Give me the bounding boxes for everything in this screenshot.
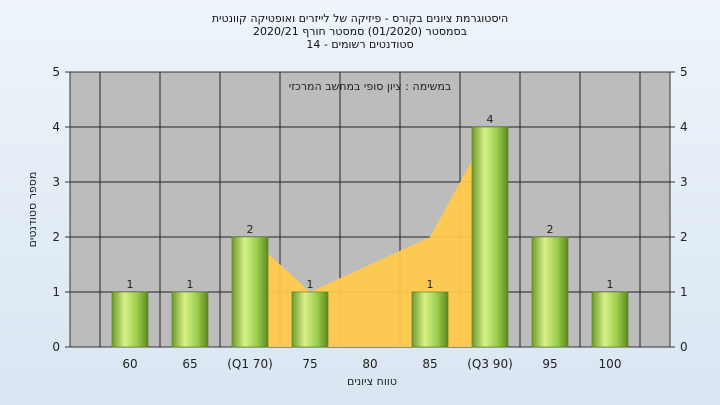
y-tick-label-right: 3 xyxy=(680,175,688,189)
x-tick-label: 85 xyxy=(422,357,437,371)
x-tick-label: 80 xyxy=(362,357,377,371)
y-tick-label-left: 5 xyxy=(52,65,60,79)
bar xyxy=(291,291,329,348)
data-label: 1 xyxy=(607,278,614,291)
bar xyxy=(231,236,269,348)
y-tick-label-left: 1 xyxy=(52,285,60,299)
x-tick-label: 100 xyxy=(599,357,622,371)
bar xyxy=(111,291,149,348)
data-label: 2 xyxy=(247,223,254,236)
y-axis-label: מספר סטודנטים xyxy=(26,172,39,248)
x-tick-label: 95 xyxy=(542,357,557,371)
y-tick-label-left: 0 xyxy=(52,340,60,354)
y-tick-label-right: 0 xyxy=(680,340,688,354)
chart-title-line1: היסטוגרמת ציונים בקורס - פיזיקה של לייזר… xyxy=(211,12,509,25)
y-tick-label-left: 2 xyxy=(52,230,60,244)
x-tick-label: (Q3 90) xyxy=(467,357,513,371)
bars: 1 1 2 1 1 4 2 1 xyxy=(111,113,629,348)
chart-title-line2: בסמסטר (01/2020) סמסטר חורף 2020/21 xyxy=(253,25,467,38)
y-tick-label-left: 4 xyxy=(52,120,60,134)
x-tick-label: 65 xyxy=(182,357,197,371)
bar xyxy=(171,291,209,348)
y-tick-label-left: 3 xyxy=(52,175,60,189)
y-tick-label-right: 5 xyxy=(680,65,688,79)
bar xyxy=(531,236,569,348)
y-tick-label-right: 1 xyxy=(680,285,688,299)
bar xyxy=(591,291,629,348)
x-tick-label: 75 xyxy=(302,357,317,371)
data-label: 1 xyxy=(427,278,434,291)
axes: 0 01 12 23 34 45 560 65 (Q1 70) 75 80 85 (Q3 90) 95 10… xyxy=(52,65,687,371)
y-tick-label-right: 4 xyxy=(680,120,688,134)
data-label: 1 xyxy=(307,278,314,291)
bar xyxy=(471,126,509,348)
data-label: 4 xyxy=(487,113,494,126)
y-tick-label-right: 2 xyxy=(680,230,688,244)
data-label: 1 xyxy=(127,278,134,291)
data-label: 2 xyxy=(547,223,554,236)
chart-annotation: במשימה : ציון סופי במחשב המרכזי xyxy=(289,80,452,93)
bar xyxy=(411,291,449,348)
x-axis-label: טווח ציונים xyxy=(347,375,397,388)
chart-title-line3: סטודנטים רשומים - 14 xyxy=(306,38,414,51)
x-tick-label: 60 xyxy=(122,357,137,371)
data-label: 1 xyxy=(187,278,194,291)
x-tick-label: (Q1 70) xyxy=(227,357,273,371)
